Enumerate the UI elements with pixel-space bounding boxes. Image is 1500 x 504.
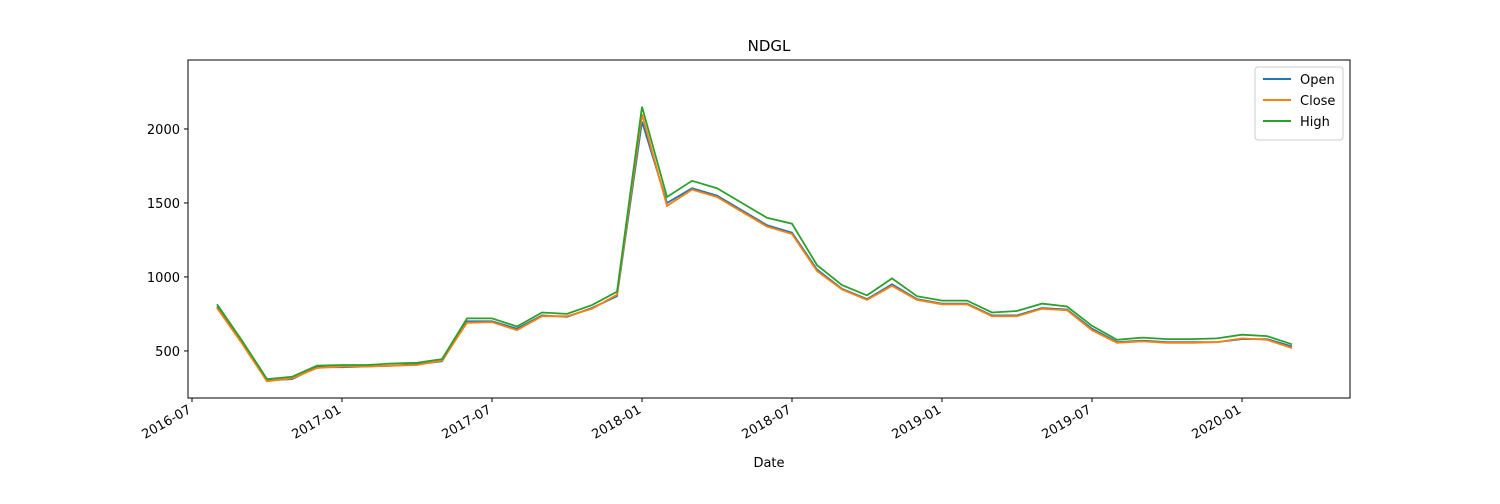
chart-title: NDGL: [748, 37, 791, 55]
x-axis-label: Date: [753, 456, 784, 471]
plot-frame: [187, 59, 1351, 399]
legend-label: Open: [1300, 73, 1335, 88]
legend-label: Close: [1300, 94, 1335, 109]
line-series: [216, 113, 1293, 383]
legend-label: High: [1300, 115, 1330, 130]
y-tick-label: 1000: [147, 271, 180, 286]
y-tick-label: 500: [155, 345, 180, 360]
y-tick-label: 2000: [147, 123, 180, 138]
line-series: [216, 106, 1293, 381]
y-tick-label: 1500: [147, 197, 180, 212]
